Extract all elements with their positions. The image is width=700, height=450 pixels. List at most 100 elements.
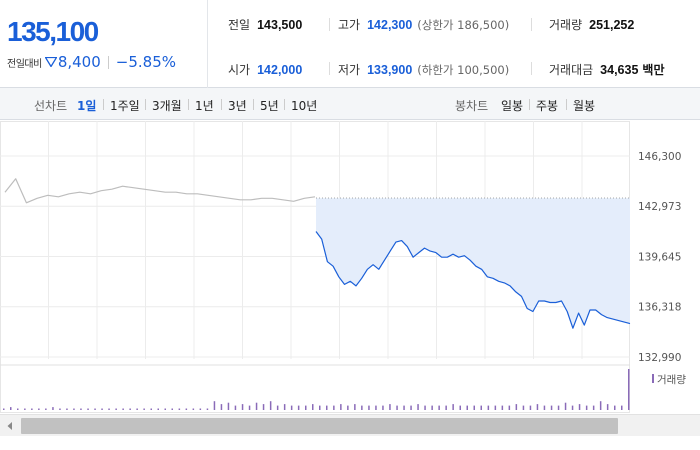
period-tab-3[interactable]: 1년: [195, 99, 214, 113]
volume-bar: [290, 405, 293, 410]
period-tab-6[interactable]: 10년: [291, 99, 318, 113]
chart-scrollbar[interactable]: [0, 414, 700, 436]
volume-bar: [326, 405, 328, 410]
volume-bar: [283, 404, 286, 410]
series-line-previous: [4, 178, 316, 204]
scroll-thumb[interactable]: [21, 418, 618, 434]
stat-label: 전일: [228, 18, 251, 32]
volume-bar: [234, 405, 237, 410]
volume-bar: [592, 405, 595, 410]
candle-tab-2[interactable]: 월봉: [573, 99, 596, 113]
period-divider: [253, 99, 254, 110]
stat-sub: (상한가 186,500): [417, 18, 510, 32]
y-tick-label: 142,973: [638, 201, 681, 213]
period-divider: [529, 99, 530, 110]
period-divider: [221, 99, 222, 110]
volume-bar: [529, 405, 532, 410]
volume-bar: [185, 408, 188, 410]
volume-bar: [515, 404, 518, 410]
volume-bar: [178, 408, 181, 410]
change-divider: [107, 55, 109, 69]
current-price-box: 135,100 전일대비 8,400 −5.85%: [0, 0, 208, 88]
period-tab-1[interactable]: 1주일: [110, 99, 140, 113]
candle-chart-label: 봉차트: [455, 99, 489, 113]
volume-bar: [466, 405, 468, 410]
volume-bar: [17, 408, 19, 410]
volume-bar: [564, 402, 567, 410]
candle-tab-0[interactable]: 일봉: [501, 99, 524, 113]
volume-bar: [157, 408, 159, 410]
volume-bar: [38, 408, 40, 410]
series-fill: [316, 198, 630, 329]
volume-bar: [480, 405, 482, 410]
stat-low: 저가 133,900 (하한가 100,500): [338, 61, 509, 78]
volume-bar: [213, 401, 216, 410]
stat-open: 시가 142,000: [228, 61, 302, 78]
volume-bar: [494, 405, 497, 410]
stat-label: 거래량: [549, 18, 583, 32]
period-divider: [145, 99, 146, 110]
volume-bar: [585, 405, 588, 410]
stat-value: 251,252: [589, 18, 635, 32]
period-bar: 선차트 1일 1주일 3개월 1년 3년 5년 10년 봉차트 일봉 주봉 월봉: [0, 88, 700, 120]
volume-bar: [59, 408, 61, 410]
volume-bar: [628, 369, 630, 410]
volume-bar: [389, 404, 391, 410]
volume-bar: [403, 405, 405, 410]
price-summary: 135,100 전일대비 8,400 −5.85% 전일 143,500 고가 …: [0, 0, 700, 88]
volume-bar: [262, 404, 265, 410]
y-tick-label: 146,300: [638, 151, 681, 163]
volume-bar: [206, 408, 209, 410]
volume-bar: [452, 404, 454, 410]
chevron-left-icon[interactable]: [3, 419, 17, 433]
volume-bar: [396, 405, 398, 410]
volume-bar: [248, 405, 251, 410]
candle-tab-1[interactable]: 주봉: [536, 99, 559, 113]
stat-volume: 거래량 251,252: [549, 16, 634, 33]
volume-bar: [101, 408, 103, 410]
volume-bar: [459, 405, 461, 410]
volume-legend-swatch: [652, 374, 654, 383]
volume-legend-label: 거래량: [657, 374, 686, 386]
change-amount: 8,400: [57, 53, 101, 71]
volume-bar: [340, 404, 342, 410]
volume-bar: [319, 405, 321, 410]
down-triangle-icon: [44, 57, 57, 67]
volume-bar: [129, 408, 131, 410]
volume-bar: [599, 401, 602, 410]
volume-bar: [276, 405, 279, 410]
volume-bar: [578, 404, 581, 410]
stat-value: 142,000: [257, 63, 303, 77]
volume-bar: [557, 405, 560, 410]
volume-bar: [31, 408, 33, 410]
volume-bar: [80, 408, 82, 410]
volume-bar: [73, 408, 75, 410]
period-tab-5[interactable]: 5년: [260, 99, 279, 113]
series-line-today: [315, 231, 631, 329]
period-tab-0[interactable]: 1일: [77, 99, 97, 113]
stat-high: 고가 142,300 (상한가 186,500): [338, 16, 509, 33]
y-tick-label: 132,990: [638, 352, 681, 364]
volume-bar: [312, 404, 314, 410]
volume-bar: [115, 408, 117, 410]
stat-divider: [531, 18, 532, 31]
volume-bar: [536, 404, 539, 410]
period-tab-4[interactable]: 3년: [228, 99, 247, 113]
volume-bar: [614, 405, 616, 410]
volume-bar: [550, 405, 553, 410]
stat-sub: (하한가 100,500): [417, 63, 510, 77]
volume-bar: [347, 405, 349, 410]
period-tab-2[interactable]: 3개월: [152, 99, 182, 113]
volume-bar: [501, 405, 504, 410]
stat-label: 저가: [338, 63, 361, 77]
volume-bar: [136, 408, 138, 410]
volume-bar: [522, 405, 525, 410]
stat-value: 34,635: [600, 63, 639, 77]
stat-label: 고가: [338, 18, 361, 32]
volume-bar: [297, 405, 300, 410]
y-tick-label: 136,318: [638, 302, 681, 314]
volume-bar: [24, 408, 26, 410]
volume-bar: [438, 405, 440, 410]
volume-bar: [94, 408, 96, 410]
stat-unit: 백만: [642, 63, 665, 77]
